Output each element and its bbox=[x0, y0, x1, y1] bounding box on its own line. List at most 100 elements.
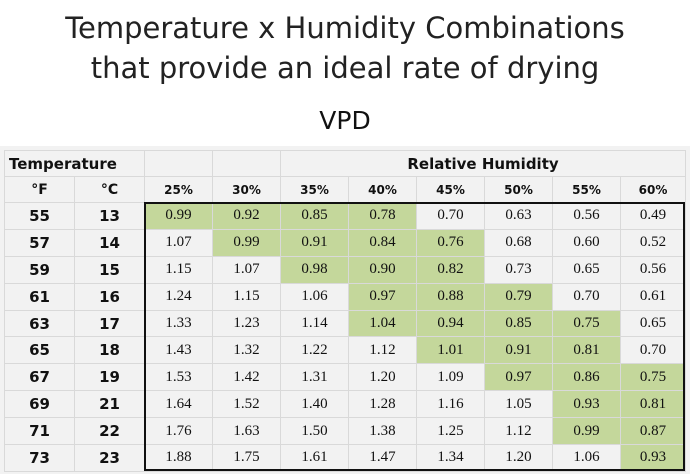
vpd-value-cell: 0.99 bbox=[212, 228, 281, 257]
table-row: 67 19 1.53 1.42 1.31 1.20 1.09 0.97 0.86 0.75 bbox=[4, 363, 686, 392]
vpd-value-cell: 1.63 bbox=[212, 417, 281, 446]
vpd-value-cell: 0.81 bbox=[552, 336, 621, 365]
vpd-value-cell: 0.56 bbox=[552, 202, 621, 230]
temp-f-cell: 71 bbox=[4, 417, 75, 446]
vpd-value-cell: 1.05 bbox=[484, 390, 553, 419]
blank-cell bbox=[144, 150, 213, 177]
slide-title: Temperature x Humidity Combinations that… bbox=[0, 8, 690, 88]
temp-f-cell: 63 bbox=[4, 309, 75, 338]
vpd-value-cell: 0.81 bbox=[620, 390, 686, 419]
vpd-value-cell: 0.92 bbox=[212, 202, 281, 230]
vpd-value-cell: 0.91 bbox=[280, 228, 349, 257]
vpd-value-cell: 1.31 bbox=[280, 363, 349, 392]
vpd-value-cell: 0.87 bbox=[620, 417, 686, 446]
table-row: 65 18 1.43 1.32 1.22 1.12 1.01 0.91 0.81 0.70 bbox=[4, 336, 686, 365]
vpd-value-cell: 0.97 bbox=[348, 282, 417, 311]
vpd-table: Temperature Relative Humidity °F °C 25% 3… bbox=[4, 150, 686, 472]
humidity-column-header: 25% bbox=[144, 176, 213, 203]
vpd-value-cell: 1.50 bbox=[280, 417, 349, 446]
vpd-value-cell: 0.60 bbox=[552, 228, 621, 257]
vpd-value-cell: 1.20 bbox=[348, 363, 417, 392]
vpd-value-cell: 1.53 bbox=[144, 363, 213, 392]
temp-f-cell: 67 bbox=[4, 363, 75, 392]
humidity-column-header: 30% bbox=[212, 176, 281, 203]
blank-cell bbox=[212, 150, 281, 177]
vpd-value-cell: 1.12 bbox=[484, 417, 553, 446]
vpd-spreadsheet: Temperature Relative Humidity °F °C 25% 3… bbox=[0, 146, 690, 474]
vpd-value-cell: 0.75 bbox=[552, 309, 621, 338]
temp-c-cell: 16 bbox=[74, 282, 145, 311]
vpd-value-cell: 0.65 bbox=[552, 255, 621, 284]
vpd-value-cell: 1.32 bbox=[212, 336, 281, 365]
table-row: 73 23 1.88 1.75 1.61 1.47 1.34 1.20 1.06 0.93 bbox=[4, 444, 686, 472]
title-line-2: that provide an ideal rate of drying bbox=[90, 51, 600, 85]
vpd-value-cell: 1.38 bbox=[348, 417, 417, 446]
vpd-value-cell: 1.23 bbox=[212, 309, 281, 338]
vpd-value-cell: 0.85 bbox=[280, 202, 349, 230]
celsius-header: °C bbox=[74, 176, 145, 203]
vpd-value-cell: 1.16 bbox=[416, 390, 485, 419]
vpd-value-cell: 1.33 bbox=[144, 309, 213, 338]
vpd-value-cell: 0.82 bbox=[416, 255, 485, 284]
temp-f-cell: 59 bbox=[4, 255, 75, 284]
vpd-value-cell: 1.14 bbox=[280, 309, 349, 338]
relative-humidity-header: Relative Humidity bbox=[280, 150, 686, 177]
temperature-header: Temperature bbox=[4, 150, 145, 177]
temp-c-cell: 23 bbox=[74, 444, 145, 472]
humidity-column-header: 35% bbox=[280, 176, 349, 203]
table-row: 69 21 1.64 1.52 1.40 1.28 1.16 1.05 0.93 0.81 bbox=[4, 390, 686, 419]
humidity-column-header: 40% bbox=[348, 176, 417, 203]
vpd-value-cell: 0.93 bbox=[552, 390, 621, 419]
vpd-value-cell: 0.85 bbox=[484, 309, 553, 338]
vpd-value-cell: 1.43 bbox=[144, 336, 213, 365]
vpd-value-cell: 1.20 bbox=[484, 444, 553, 472]
vpd-value-cell: 0.68 bbox=[484, 228, 553, 257]
vpd-value-cell: 1.15 bbox=[144, 255, 213, 284]
vpd-value-cell: 0.97 bbox=[484, 363, 553, 392]
vpd-value-cell: 0.78 bbox=[348, 202, 417, 230]
vpd-value-cell: 1.88 bbox=[144, 444, 213, 472]
vpd-value-cell: 1.07 bbox=[212, 255, 281, 284]
humidity-column-header: 55% bbox=[552, 176, 621, 203]
vpd-value-cell: 1.25 bbox=[416, 417, 485, 446]
table-row: 59 15 1.15 1.07 0.98 0.90 0.82 0.73 0.65 0.56 bbox=[4, 255, 686, 284]
vpd-value-cell: 1.47 bbox=[348, 444, 417, 472]
table-row: 63 17 1.33 1.23 1.14 1.04 0.94 0.85 0.75 0.65 bbox=[4, 309, 686, 338]
vpd-value-cell: 0.99 bbox=[144, 202, 213, 230]
vpd-value-cell: 0.52 bbox=[620, 228, 686, 257]
subtitle: VPD bbox=[319, 106, 371, 135]
vpd-value-cell: 1.01 bbox=[416, 336, 485, 365]
vpd-value-cell: 1.52 bbox=[212, 390, 281, 419]
temp-c-cell: 21 bbox=[74, 390, 145, 419]
table-row: 55 13 0.99 0.92 0.85 0.78 0.70 0.63 0.56 0.49 bbox=[4, 202, 686, 230]
vpd-value-cell: 1.04 bbox=[348, 309, 417, 338]
table-row: 61 16 1.24 1.15 1.06 0.97 0.88 0.79 0.70 0.61 bbox=[4, 282, 686, 311]
vpd-value-cell: 0.94 bbox=[416, 309, 485, 338]
vpd-value-cell: 1.12 bbox=[348, 336, 417, 365]
temp-f-cell: 55 bbox=[4, 202, 75, 230]
vpd-value-cell: 0.70 bbox=[416, 202, 485, 230]
vpd-value-cell: 0.99 bbox=[552, 417, 621, 446]
temp-f-cell: 69 bbox=[4, 390, 75, 419]
vpd-value-cell: 0.63 bbox=[484, 202, 553, 230]
temp-f-cell: 57 bbox=[4, 228, 75, 257]
vpd-value-cell: 1.61 bbox=[280, 444, 349, 472]
vpd-value-cell: 0.88 bbox=[416, 282, 485, 311]
fahrenheit-header: °F bbox=[4, 176, 75, 203]
temp-c-cell: 15 bbox=[74, 255, 145, 284]
temp-c-cell: 18 bbox=[74, 336, 145, 365]
temp-f-cell: 65 bbox=[4, 336, 75, 365]
humidity-column-header: 50% bbox=[484, 176, 553, 203]
title-line-1: Temperature x Humidity Combinations bbox=[65, 11, 625, 45]
vpd-value-cell: 0.98 bbox=[280, 255, 349, 284]
vpd-value-cell: 0.93 bbox=[620, 444, 686, 472]
vpd-value-cell: 1.34 bbox=[416, 444, 485, 472]
temp-f-cell: 73 bbox=[4, 444, 75, 472]
humidity-column-header: 60% bbox=[620, 176, 686, 203]
vpd-value-cell: 0.61 bbox=[620, 282, 686, 311]
vpd-value-cell: 1.07 bbox=[144, 228, 213, 257]
vpd-value-cell: 0.49 bbox=[620, 202, 686, 230]
vpd-value-cell: 0.73 bbox=[484, 255, 553, 284]
vpd-value-cell: 1.42 bbox=[212, 363, 281, 392]
vpd-value-cell: 1.76 bbox=[144, 417, 213, 446]
